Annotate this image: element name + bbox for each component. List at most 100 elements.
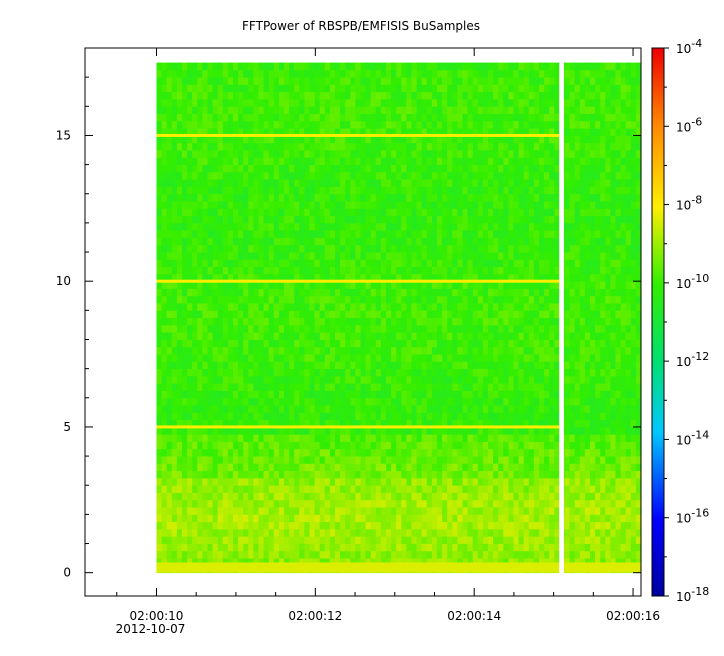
heatmap-cell [493, 77, 499, 85]
heatmap-cell [238, 77, 244, 85]
heatmap-cell [309, 419, 315, 428]
heatmap-cell [156, 317, 162, 326]
heatmap-cell [227, 273, 234, 282]
heatmap-cell [385, 106, 392, 114]
heatmap-cell [289, 179, 295, 187]
heatmap-cell [452, 368, 458, 377]
heatmap-cell [202, 412, 208, 421]
heatmap-cell [360, 142, 366, 151]
heatmap-cell [289, 120, 295, 129]
heatmap-cell [457, 106, 463, 114]
heatmap-cell [396, 164, 402, 173]
heatmap-cell [385, 215, 392, 224]
heatmap-cell [176, 354, 183, 362]
heatmap-cell [340, 142, 346, 151]
heatmap-cell [477, 492, 484, 501]
heatmap-cell [324, 426, 331, 435]
heatmap-cell [421, 361, 428, 370]
heatmap-cell [278, 266, 285, 275]
heatmap-cell [452, 434, 458, 442]
heatmap-cell [309, 62, 315, 71]
heatmap-cell [513, 499, 519, 508]
heatmap-cell [396, 106, 402, 114]
heatmap-cell [273, 281, 280, 289]
heatmap-cell [380, 244, 387, 253]
heatmap-cell [263, 230, 270, 238]
heatmap-cell [370, 77, 377, 85]
heatmap-cell [197, 171, 203, 180]
heatmap-cell [340, 332, 346, 340]
heatmap-cell [222, 339, 229, 348]
heatmap-cell [477, 186, 484, 195]
heatmap-cell [380, 193, 387, 202]
heatmap-cell [283, 434, 290, 442]
heatmap-cell [462, 346, 468, 355]
heatmap-cell [503, 492, 509, 501]
heatmap-cell [253, 171, 259, 180]
heatmap-cell [488, 142, 494, 151]
heatmap-cell [345, 507, 351, 515]
heatmap-cell [324, 113, 331, 122]
heatmap-cell [426, 77, 433, 85]
heatmap-cell [187, 281, 193, 289]
heatmap-cell [447, 310, 453, 319]
heatmap-cell [222, 288, 229, 297]
heatmap-cell [391, 84, 397, 93]
heatmap-cell [370, 419, 377, 428]
heatmap-cell [156, 405, 162, 413]
heatmap-cell [232, 208, 239, 217]
heatmap-cell [202, 120, 208, 129]
heatmap-cell [238, 106, 244, 114]
heatmap-cell [207, 368, 213, 377]
heatmap-cell [187, 273, 193, 282]
heatmap-cell [253, 113, 259, 122]
heatmap-cell [457, 390, 463, 399]
heatmap-cell [314, 281, 321, 289]
heatmap-cell [457, 62, 463, 71]
heatmap-cell [365, 507, 372, 515]
heatmap-cell [212, 477, 219, 486]
heatmap-cell [222, 77, 229, 85]
heatmap-cell [452, 405, 458, 413]
heatmap-cell [294, 470, 300, 479]
heatmap-cell [365, 281, 372, 289]
heatmap-cell [498, 354, 504, 362]
heatmap-cell [416, 106, 423, 114]
heatmap-cell [462, 405, 468, 413]
heatmap-cell [202, 397, 208, 406]
heatmap-cell [309, 361, 315, 370]
heatmap-cell [314, 179, 321, 187]
heatmap-cell [283, 150, 290, 158]
heatmap-cell [238, 237, 244, 246]
heatmap-cell [488, 62, 494, 71]
heatmap-cell [263, 193, 270, 202]
heatmap-cell [289, 106, 295, 114]
heatmap-cell [192, 259, 198, 268]
heatmap-cell [416, 383, 423, 391]
heatmap-cell [289, 317, 295, 326]
heatmap-cell [375, 237, 382, 246]
heatmap-cell [207, 266, 213, 275]
heatmap-cell [442, 419, 448, 428]
heatmap-cell [421, 157, 428, 165]
heatmap-cell [156, 273, 162, 282]
heatmap-cell [508, 135, 514, 144]
heatmap-cell [406, 266, 412, 275]
heatmap-cell [426, 412, 433, 421]
heatmap-cell [411, 492, 417, 501]
heatmap-cell [207, 179, 213, 187]
heatmap-cell [498, 339, 504, 348]
heatmap-cell [416, 441, 423, 450]
heatmap-cell [212, 77, 219, 85]
heatmap-cell [355, 77, 361, 85]
heatmap-cell [503, 368, 509, 377]
heatmap-cell [477, 361, 484, 370]
heatmap-cell [513, 215, 519, 224]
heatmap-cell [467, 441, 474, 450]
heatmap-cell [345, 69, 351, 78]
heatmap-cell [268, 120, 275, 129]
heatmap-cell [176, 142, 183, 151]
heatmap-cell [370, 346, 377, 355]
heatmap-cell [238, 521, 244, 530]
heatmap-cell [421, 259, 428, 268]
